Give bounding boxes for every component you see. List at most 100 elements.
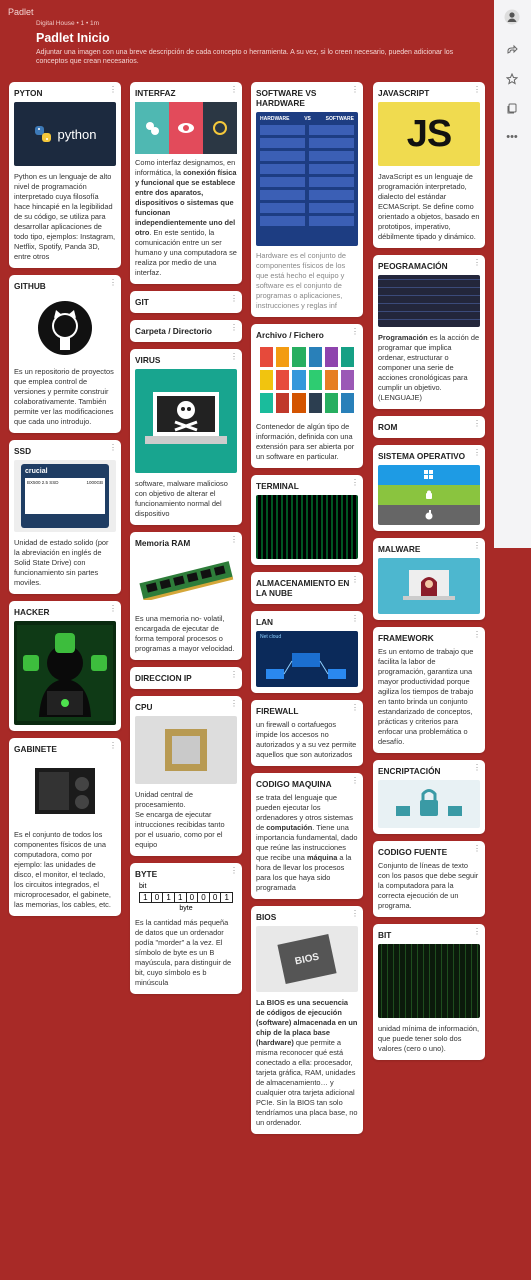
post-menu-icon[interactable]: ⋮ xyxy=(351,478,359,487)
post-archivo[interactable]: ⋮ Archivo / Fichero Contenedor de algún … xyxy=(251,324,363,468)
post-body: Unidad central de procesamiento. Se enca… xyxy=(135,790,225,849)
gabinete-image xyxy=(14,758,116,822)
body-text: Como interfaz designamos, en informática… xyxy=(135,158,236,177)
column-3: ⋮ SOFTWARE VS HARDWARE HARDWARE VS SOFTW… xyxy=(251,82,363,1141)
post-body: un firewall o cortafuegos impide los acc… xyxy=(256,720,357,759)
more-icon[interactable]: ••• xyxy=(506,131,518,143)
post-gabinete[interactable]: ⋮ GABINETE Es el conjunto de todos los c… xyxy=(9,738,121,916)
post-software-vs-hardware[interactable]: ⋮ SOFTWARE VS HARDWARE HARDWARE VS SOFTW… xyxy=(251,82,363,317)
post-python[interactable]: ⋮ PYTON python Python es un lenguaje de … xyxy=(9,82,121,268)
post-menu-icon[interactable]: ⋮ xyxy=(109,443,117,452)
post-title: FRAMEWORK xyxy=(378,633,434,643)
lan-badge: Net cloud xyxy=(260,634,282,640)
virus-image xyxy=(135,369,237,473)
cpu-image xyxy=(135,716,237,784)
post-carpeta[interactable]: ⋮ Carpeta / Directorio xyxy=(130,320,242,342)
post-title: GABINETE xyxy=(14,744,57,754)
post-menu-icon[interactable]: ⋮ xyxy=(230,352,238,361)
post-programacion[interactable]: ⋮ PEOGRAMACIÓN Programación es la acción… xyxy=(373,255,485,409)
post-menu-icon[interactable]: ⋮ xyxy=(230,699,238,708)
post-title: ROM xyxy=(378,422,398,432)
post-body: Unidad de estado solido (por la abreviac… xyxy=(14,538,109,587)
body-text: . Tiene una importancia fundamental, dad… xyxy=(256,823,358,862)
byte-cells: 1 0 1 1 0 0 0 1 xyxy=(139,892,233,903)
post-menu-icon[interactable]: ⋮ xyxy=(351,327,359,336)
post-menu-icon[interactable]: ⋮ xyxy=(351,85,359,94)
post-virus[interactable]: ⋮ VIRUS software, malware malicioso con … xyxy=(130,349,242,525)
bit-cell: 1 xyxy=(175,893,187,902)
post-codigo-fuente[interactable]: ⋮ CODIGO FUENTE Conjunto de líneas de te… xyxy=(373,841,485,917)
post-interfaz[interactable]: ⋮ INTERFAZ Como interfaz designamos, en … xyxy=(130,82,242,284)
post-menu-icon[interactable]: ⋮ xyxy=(230,535,238,544)
post-hacker[interactable]: ⋮ HACKER xyxy=(9,601,121,731)
post-menu-icon[interactable]: ⋮ xyxy=(351,703,359,712)
post-menu-icon[interactable]: ⋮ xyxy=(473,448,481,457)
post-title: LAN xyxy=(256,617,274,627)
post-menu-icon[interactable]: ⋮ xyxy=(109,278,117,287)
post-menu-icon[interactable]: ⋮ xyxy=(230,323,238,332)
post-javascript[interactable]: ⋮ JAVASCRIPT JS JavaScript es un lenguaj… xyxy=(373,82,485,248)
post-menu-icon[interactable]: ⋮ xyxy=(230,85,238,94)
post-menu-icon[interactable]: ⋮ xyxy=(109,85,117,94)
post-title: SOFTWARE VS HARDWARE xyxy=(256,88,317,108)
post-ram[interactable]: ⋮ Memoria RAM Es una memoria no- volatil… xyxy=(130,532,242,660)
post-menu-icon[interactable]: ⋮ xyxy=(473,763,481,772)
lan-image: Net cloud xyxy=(256,631,358,687)
post-menu-icon[interactable]: ⋮ xyxy=(473,419,481,428)
post-codigo-maquina[interactable]: ⋮ CODIGO MAQUINA se trata del lenguaje q… xyxy=(251,773,363,899)
post-menu-icon[interactable]: ⋮ xyxy=(230,670,238,679)
post-menu-icon[interactable]: ⋮ xyxy=(473,541,481,550)
post-title: ENCRIPTACIÓN xyxy=(378,766,441,776)
post-body: La BIOS es una secuencia de códigos de e… xyxy=(256,998,358,1128)
post-rom[interactable]: ⋮ ROM xyxy=(373,416,485,438)
post-title: JAVASCRIPT xyxy=(378,88,430,98)
board-meta: Digital House • 1 • 1m xyxy=(36,20,100,27)
post-menu-icon[interactable]: ⋮ xyxy=(351,776,359,785)
post-menu-icon[interactable]: ⋮ xyxy=(473,85,481,94)
post-almacenamiento-nube[interactable]: ⋮ ALMACENAMIENTO EN LA NUBE xyxy=(251,572,363,604)
post-menu-icon[interactable]: ⋮ xyxy=(351,614,359,623)
body-bold: Programación xyxy=(378,333,428,342)
interfaz-image xyxy=(135,102,237,154)
post-menu-icon[interactable]: ⋮ xyxy=(473,927,481,936)
copy-icon[interactable] xyxy=(503,99,521,117)
user-icon[interactable] xyxy=(503,8,521,26)
share-icon[interactable] xyxy=(503,41,521,59)
post-framework[interactable]: ⋮ FRAMEWORK Es un entorno de trabajo que… xyxy=(373,627,485,753)
post-terminal[interactable]: ⋮ TERMINAL xyxy=(251,475,363,565)
post-menu-icon[interactable]: ⋮ xyxy=(351,909,359,918)
post-encriptacion[interactable]: ⋮ ENCRIPTACIÓN xyxy=(373,760,485,834)
post-byte[interactable]: ⋮ BYTE bit 1 0 1 1 0 0 0 1 byte Es la ca… xyxy=(130,863,242,994)
post-body: Conjunto de líneas de texto con los paso… xyxy=(378,861,479,910)
terminal-image xyxy=(256,495,358,559)
post-title: BIT xyxy=(378,930,392,940)
post-menu-icon[interactable]: ⋮ xyxy=(473,844,481,853)
star-icon[interactable] xyxy=(503,70,521,88)
post-menu-icon[interactable]: ⋮ xyxy=(109,741,117,750)
padlet-brand[interactable]: Padlet xyxy=(8,7,34,17)
post-github[interactable]: ⋮ GITHUB Es un repositorio de proyectos … xyxy=(9,275,121,433)
post-menu-icon[interactable]: ⋮ xyxy=(230,294,238,303)
ssd-image: crucial BX500 2.5 SSD 1000GB xyxy=(14,460,116,532)
post-cpu[interactable]: ⋮ CPU Unidad central de procesamiento. S… xyxy=(130,696,242,856)
post-direccion-ip[interactable]: ⋮ DIRECCION IP xyxy=(130,667,242,689)
post-title: MALWARE xyxy=(378,544,421,554)
post-malware[interactable]: ⋮ MALWARE xyxy=(373,538,485,620)
post-menu-icon[interactable]: ⋮ xyxy=(473,258,481,267)
post-menu-icon[interactable]: ⋮ xyxy=(109,604,117,613)
post-sistema-operativo[interactable]: ⋮ SISTEMA OPERATIVO xyxy=(373,445,485,531)
post-title: Carpeta / Directorio xyxy=(135,326,212,336)
post-menu-icon[interactable]: ⋮ xyxy=(230,866,238,875)
post-firewall[interactable]: ⋮ FIREWALL un firewall o cortafuegos imp… xyxy=(251,700,363,766)
post-menu-icon[interactable]: ⋮ xyxy=(473,630,481,639)
post-menu-icon[interactable]: ⋮ xyxy=(351,575,359,584)
post-git[interactable]: ⋮ GIT xyxy=(130,291,242,313)
post-bios[interactable]: ⋮ BIOS BIOS La BIOS es una secuencia de … xyxy=(251,906,363,1134)
post-body: Es la cantidad más pequeña de datos que … xyxy=(135,918,232,987)
post-ssd[interactable]: ⋮ SSD crucial BX500 2.5 SSD 1000GB Unida… xyxy=(9,440,121,594)
ssd-model: BX500 2.5 SSD xyxy=(27,480,59,485)
post-title: Archivo / Fichero xyxy=(256,330,324,340)
post-bit[interactable]: ⋮ BIT unidad mínima de información, que … xyxy=(373,924,485,1060)
post-title: GIT xyxy=(135,297,149,307)
post-lan[interactable]: ⋮ LAN Net cloud xyxy=(251,611,363,693)
